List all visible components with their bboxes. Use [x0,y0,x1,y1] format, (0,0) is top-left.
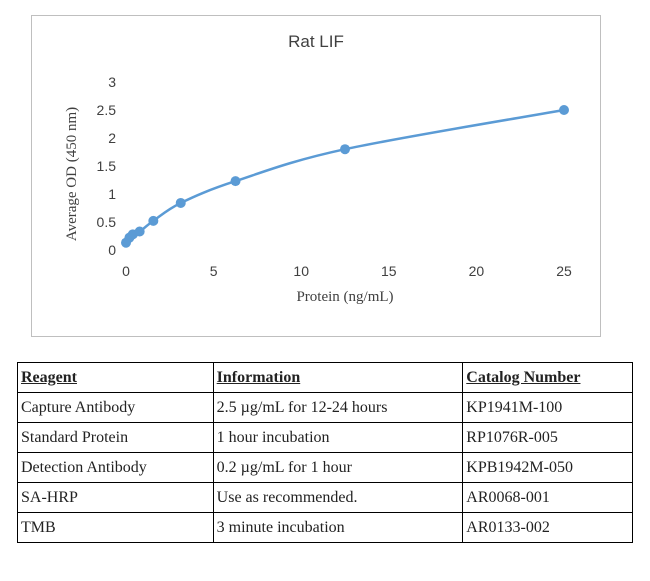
data-point [230,176,241,187]
y-tick-label: 1 [108,186,116,202]
data-point [134,226,145,237]
x-tick-label: 25 [556,263,572,279]
chart-title: Rat LIF [288,32,344,51]
table-row: Capture Antibody 2.5 µg/mL for 12-24 hou… [17,392,633,423]
x-tick-label: 15 [381,263,397,279]
x-tick-label: 0 [122,263,130,279]
x-axis-label: Protein (ng/mL) [296,289,393,305]
cell-catalog-number: AR0068-001 [462,482,633,513]
table-row: Standard Protein 1 hour incubation RP107… [17,422,633,453]
table-row: Detection Antibody 0.2 µg/mL for 1 hour … [17,452,633,483]
header-catalog-number: Catalog Number [462,362,633,393]
standard-curve-plot: 0 5 10 15 20 25 0 0.5 1 1.5 2 2.5 3 Protein (ng/mL) Av… [64,74,572,305]
y-axis-label: Average OD (450 nm) [64,107,80,241]
header-reagent: Reagent [17,362,214,393]
cell-catalog-number: AR0133-002 [462,512,633,543]
cell-information: 0.2 µg/mL for 1 hour [212,452,464,483]
x-tick-label: 10 [293,263,309,279]
chart-area: Rat LIF 0 5 10 15 20 25 0 0.5 1 1.5 2 2.5 3 Protein (… [31,15,601,337]
cell-reagent: Standard Protein [17,422,214,453]
x-tick-label: 20 [469,263,485,279]
cell-reagent: Detection Antibody [17,452,214,483]
y-tick-label: 0 [108,242,116,258]
table-row: TMB 3 minute incubation AR0133-002 [17,512,633,543]
y-tick-label: 2.5 [97,102,117,118]
data-point [559,105,569,115]
cell-information: Use as recommended. [212,482,464,513]
cell-catalog-number: KPB1942M-050 [462,452,633,483]
cell-reagent: TMB [17,512,214,543]
y-tick-label: 0.5 [97,214,117,230]
reagent-table: Reagent Information Catalog Number Captu… [17,362,633,543]
header-information: Information [212,362,464,393]
cell-information: 3 minute incubation [212,512,464,543]
series-line [124,108,565,244]
table-row: SA-HRP Use as recommended. AR0068-001 [17,482,633,513]
y-tick-label: 2 [108,130,116,146]
cell-information: 1 hour incubation [212,422,464,453]
cell-reagent: SA-HRP [17,482,214,513]
x-tick-label: 5 [210,263,218,279]
y-tick-label: 3 [108,74,116,90]
data-point [148,215,159,226]
data-point [175,197,186,208]
cell-information: 2.5 µg/mL for 12-24 hours [212,392,464,423]
data-point [340,144,350,155]
cell-catalog-number: RP1076R-005 [462,422,633,453]
cell-catalog-number: KP1941M-100 [462,392,633,423]
y-tick-label: 1.5 [97,158,117,174]
table-header-row: Reagent Information Catalog Number [17,362,633,393]
cell-reagent: Capture Antibody [17,392,214,423]
